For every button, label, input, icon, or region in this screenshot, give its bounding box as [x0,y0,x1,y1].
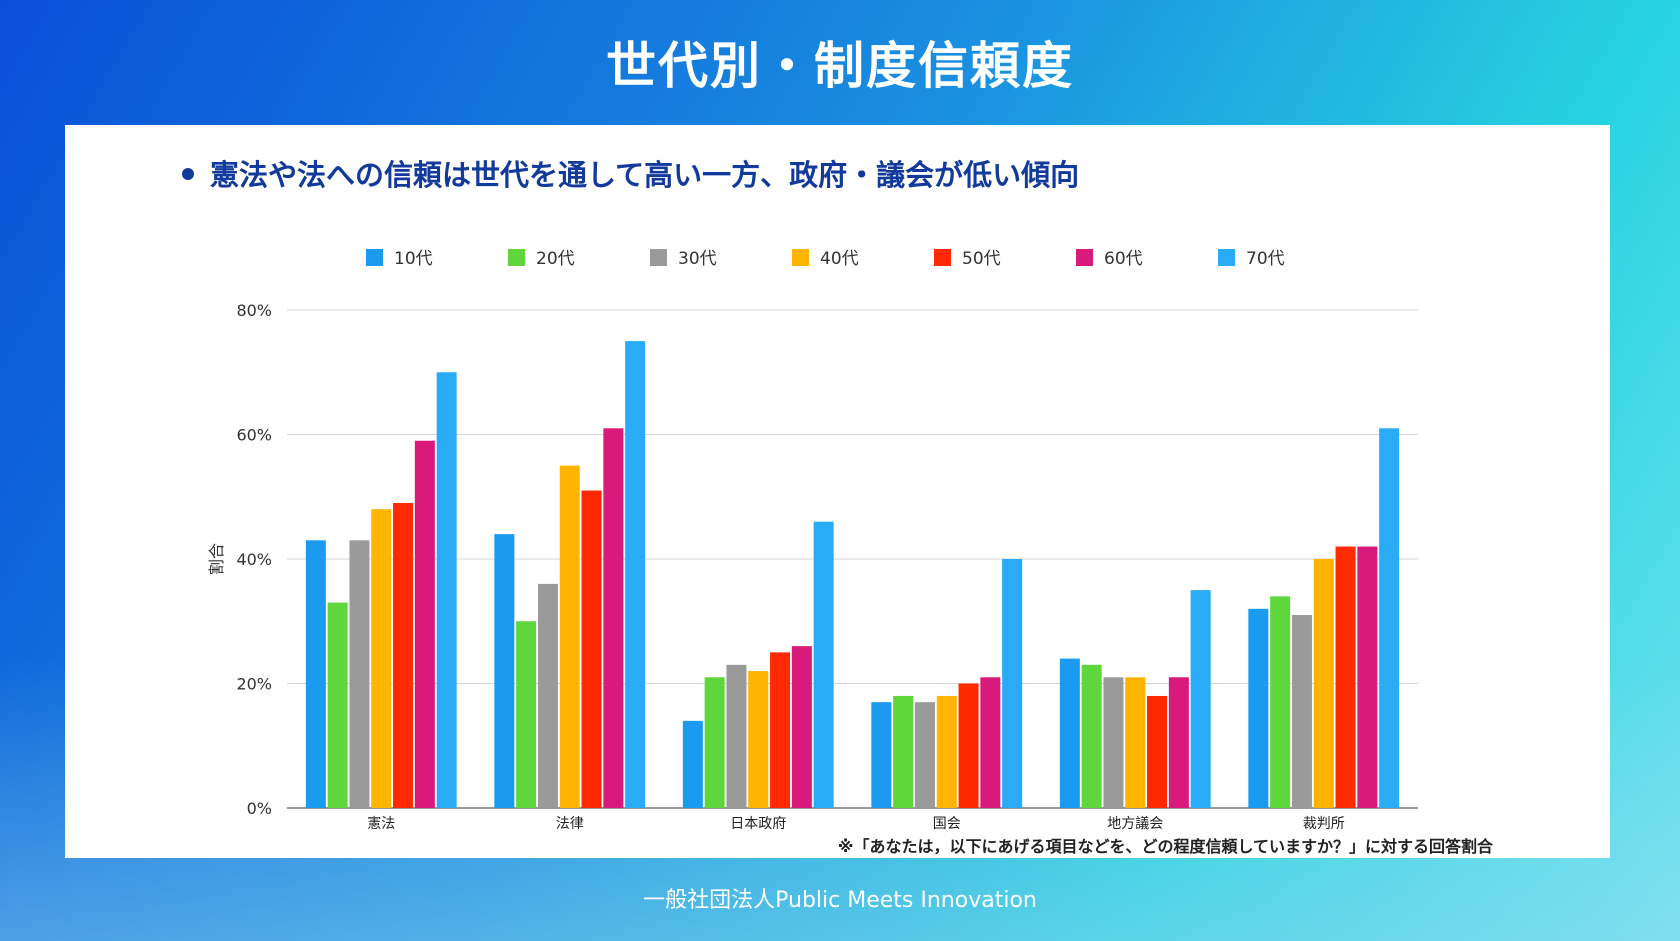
footer-org: 一般社団法人Public Meets Innovation [643,888,1037,913]
bar-60代-憲法 [414,440,435,808]
bar-60代-地方議会 [1168,677,1189,808]
y-tick-label: 0% [247,799,272,818]
bar-10代-国会 [871,702,892,808]
bar-40代-憲法 [371,509,392,808]
legend-swatch [508,249,525,266]
bar-30代-法律 [537,583,558,808]
legend-swatch [366,249,383,266]
bar-40代-日本政府 [748,671,769,808]
bar-10代-裁判所 [1248,608,1269,808]
bar-70代-裁判所 [1379,428,1400,808]
legend-label: 70代 [1246,249,1285,269]
legend-label: 30代 [678,249,717,269]
chart-note: ※「あなたは，以下にあげる項目などを、どの程度信頼していますか？」に対する回答割… [838,837,1494,856]
legend-swatch [650,249,667,266]
bar-50代-地方議会 [1147,695,1168,808]
y-tick-label: 20% [236,675,272,694]
subtitle-text: 憲法や法への信頼は世代を通して高い一方、政府・議会が低い傾向 [210,158,1080,192]
bar-40代-裁判所 [1313,559,1334,808]
legend-swatch [934,249,951,266]
bar-70代-憲法 [436,372,457,808]
bar-10代-憲法 [305,540,326,808]
bar-70代-国会 [1002,559,1023,808]
legend-label: 20代 [536,249,575,269]
bar-30代-地方議会 [1103,677,1124,808]
x-category-label: 国会 [933,816,961,832]
legend-swatch [792,249,809,266]
legend-label: 60代 [1104,249,1143,269]
bar-30代-裁判所 [1291,615,1312,808]
legend-label: 50代 [962,249,1001,269]
bar-20代-国会 [893,695,914,808]
bar-50代-裁判所 [1335,546,1356,808]
bar-30代-憲法 [349,540,370,808]
bullet-icon [182,168,194,180]
bar-60代-裁判所 [1357,546,1378,808]
bar-50代-日本政府 [770,652,791,808]
legend-swatch [1076,249,1093,266]
y-axis-label: 割合 [207,543,226,575]
y-tick-label: 40% [236,550,272,569]
bar-10代-日本政府 [682,720,703,808]
bar-40代-地方議会 [1125,677,1146,808]
x-category-label: 憲法 [367,815,395,832]
bar-30代-国会 [914,702,935,808]
bar-40代-国会 [936,695,957,808]
bar-10代-法律 [494,534,515,808]
bar-50代-国会 [958,683,979,808]
legend-label: 40代 [820,249,859,269]
page-title: 世代別・制度信頼度 [606,37,1074,95]
bar-40代-法律 [559,465,580,808]
x-category-label: 法律 [556,816,584,832]
legend-label: 10代 [394,249,433,269]
bar-20代-裁判所 [1270,596,1291,808]
bar-20代-法律 [516,621,537,808]
bar-70代-日本政府 [813,521,834,808]
bar-20代-地方議会 [1081,664,1102,808]
legend-swatch [1218,249,1235,266]
bar-20代-憲法 [327,602,348,808]
bar-60代-日本政府 [791,646,812,808]
chart-bars [305,341,1400,808]
x-category-label: 地方議会 [1107,815,1163,832]
subtitle: 憲法や法への信頼は世代を通して高い一方、政府・議会が低い傾向 [182,152,1079,194]
x-category-label: 日本政府 [730,816,786,832]
bar-70代-法律 [625,341,646,808]
bar-50代-憲法 [393,502,414,808]
bar-50代-法律 [581,490,602,808]
x-category-label: 裁判所 [1303,816,1345,832]
bar-30代-日本政府 [726,664,747,808]
y-tick-label: 80% [236,301,272,320]
x-axis-categories: 憲法 法律 日本政府 国会 地方議会 裁判所 [367,815,1345,832]
y-tick-label: 60% [236,426,272,445]
bar-60代-国会 [980,677,1001,808]
chart-grid [287,309,1418,809]
bar-60代-法律 [603,428,624,808]
y-axis-ticks: 0% 20% 40% 60% 80% [236,301,272,818]
bar-70代-地方議会 [1190,590,1211,808]
chart-legend: 10代 20代 30代 40代 50代 60代 70代 [366,249,1285,269]
bar-20代-日本政府 [704,677,725,808]
bar-10代-地方議会 [1059,658,1080,808]
